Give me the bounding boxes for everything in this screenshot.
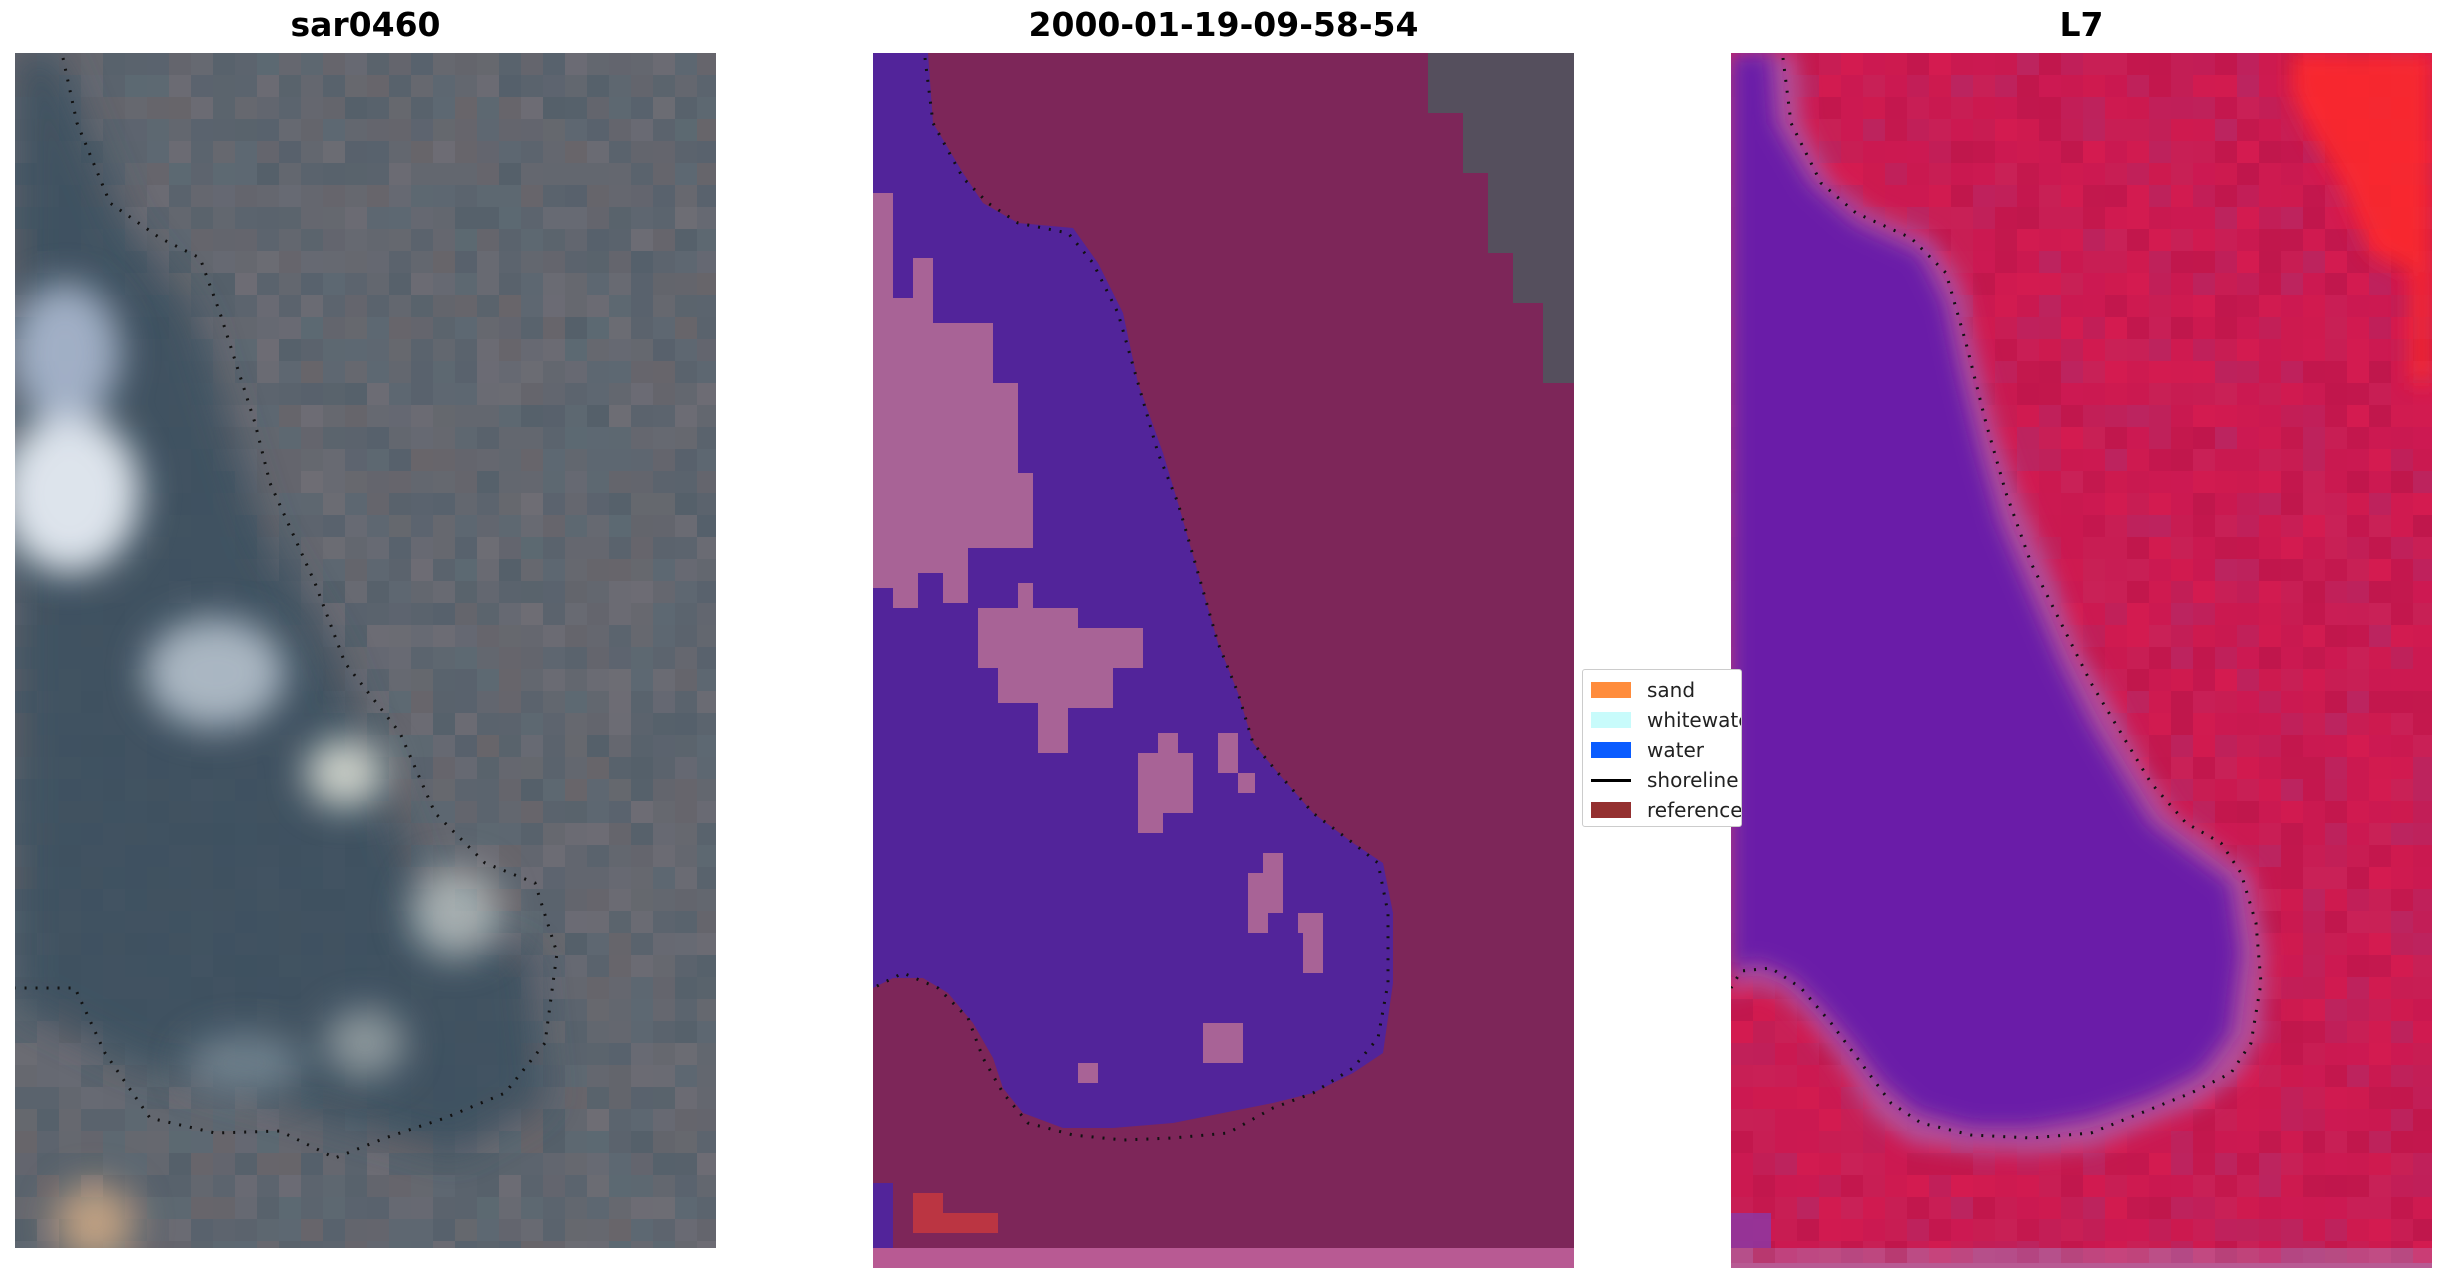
- classified-bottom-strip: [873, 1248, 1574, 1268]
- legend-label-shoreline: shoreline: [1647, 768, 1739, 792]
- index-water-area: [1731, 53, 2241, 1128]
- index-hot-corner: [2291, 53, 2432, 383]
- classified-image-svg: [873, 53, 1574, 1268]
- classified-whitewater: [873, 193, 1323, 1083]
- panel-title-index: L7: [2059, 5, 2104, 44]
- legend-item-whitewater: whitewater: [1591, 705, 1741, 735]
- index-corner-patch: [1731, 1213, 1771, 1248]
- rgb-image-svg: [15, 53, 716, 1248]
- classified-image: [873, 53, 1574, 1268]
- legend-swatch-reference: [1591, 802, 1631, 818]
- legend-swatch-water: [1591, 742, 1631, 758]
- legend-item-shoreline: shoreline: [1591, 765, 1739, 795]
- panel-index: L7: [1731, 5, 2432, 1268]
- classified-reference-patch: [913, 1193, 998, 1233]
- index-image: [1731, 53, 2432, 1268]
- legend-label-reference: reference: [1647, 798, 1742, 822]
- legend-label-whitewater: whitewater: [1647, 708, 1741, 732]
- panel-classified: 2000-01-19-09-58-54: [873, 5, 1574, 1268]
- legend: sand whitewater water shoreline referenc…: [1582, 669, 1742, 827]
- index-image-svg: [1731, 53, 2432, 1268]
- index-bottom-strip: [1731, 1248, 2432, 1268]
- legend-line-shoreline: [1591, 778, 1631, 782]
- legend-item-water: water: [1591, 735, 1704, 765]
- rgb-water-area: [15, 53, 545, 1153]
- panel-title-classified: 2000-01-19-09-58-54: [1028, 5, 1419, 44]
- legend-item-sand: sand: [1591, 675, 1695, 705]
- legend-swatch-sand: [1591, 682, 1631, 698]
- rgb-image: [15, 53, 716, 1248]
- classified-water-edge: [873, 1183, 893, 1248]
- classified-unclassified-corner: [1428, 53, 1574, 383]
- panel-title-rgb: sar0460: [290, 5, 441, 44]
- rgb-whitewater: [15, 283, 500, 1248]
- legend-swatch-whitewater: [1591, 712, 1631, 728]
- legend-label-water: water: [1647, 738, 1704, 762]
- legend-label-sand: sand: [1647, 678, 1696, 702]
- legend-item-reference: reference: [1591, 795, 1742, 825]
- panel-rgb: sar0460: [15, 5, 716, 1248]
